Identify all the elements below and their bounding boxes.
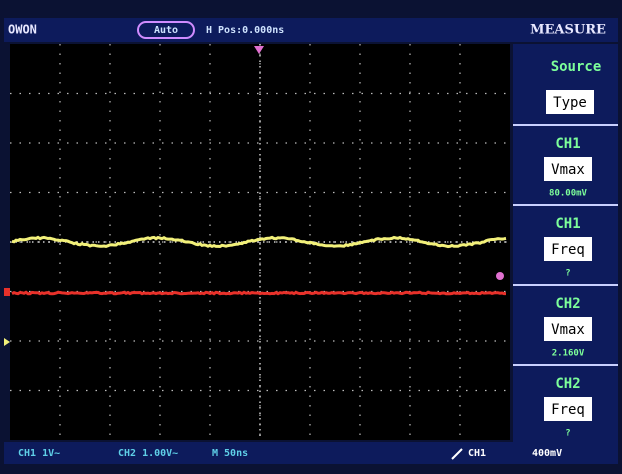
oscilloscope-screen: OWON Auto H Pos:0.000ns MEASURE Source T… [0,0,622,474]
trigger-level-marker [496,272,504,280]
menu-value: 2.160V [552,349,585,359]
menu-type[interactable]: Freq [551,242,585,258]
trigger-mode: Auto [154,25,178,36]
trigger-source: CH1 [468,448,486,459]
source-label[interactable]: Source [551,59,602,75]
ch1-scale: CH1 1V~ [18,448,60,459]
ch2-scale: CH2 1.00V~ [118,448,178,459]
menu-value: ? [565,269,570,279]
h-position: H Pos:0.000ns [206,25,284,36]
menu-title: MEASURE [530,23,606,38]
menu-type[interactable]: Freq [551,402,585,418]
menu-channel[interactable]: CH2 [555,376,580,392]
type-label[interactable]: Type [553,95,587,111]
menu-channel[interactable]: CH2 [555,296,580,312]
menu-channel[interactable]: CH1 [555,216,580,232]
timebase: M 50ns [212,448,248,459]
menu-type[interactable]: Vmax [551,322,585,338]
menu-type[interactable]: Vmax [551,162,585,178]
trigger-level: 400mV [532,448,562,459]
top-bar [4,18,618,42]
ch2-waveform [12,292,506,293]
menu-channel[interactable]: CH1 [555,136,580,152]
menu-value: ? [565,429,570,439]
ch2-marker [4,288,10,296]
menu-value: 80.00mV [549,189,588,199]
status-bar [4,442,618,464]
brand: OWON [8,23,37,37]
